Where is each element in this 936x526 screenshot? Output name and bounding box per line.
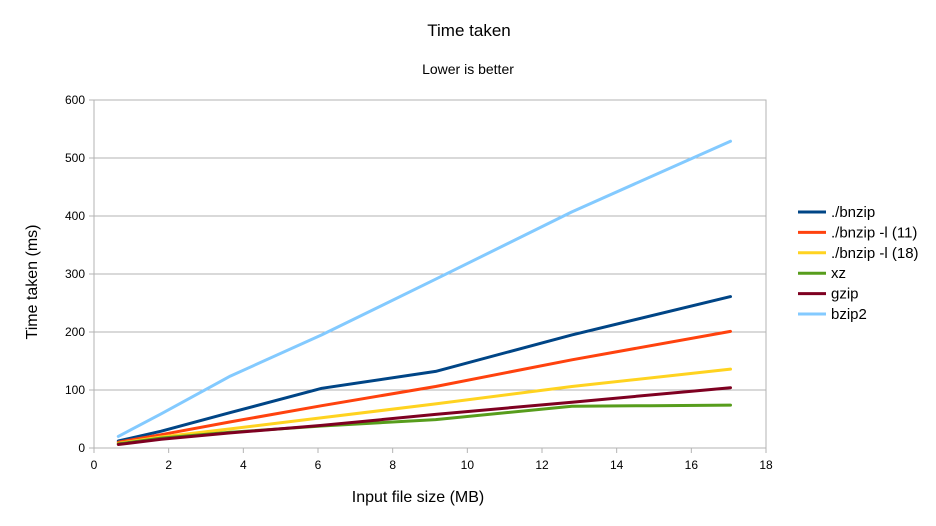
legend-label-5: bzip2 <box>831 306 867 323</box>
y-tick-label: 400 <box>65 209 85 223</box>
x-tick-label: 4 <box>240 458 247 472</box>
series-line-4 <box>116 386 732 446</box>
axis-ticks: 0 100 200 300 400 500 600 0 2 4 6 8 10 12 14 16 18 <box>65 93 773 472</box>
legend: ./bnzip ./bnzip -l (11) ./bnzip -l (18) xz g… <box>798 204 919 323</box>
x-tick-label: 8 <box>389 458 396 472</box>
y-tick-label: 0 <box>78 441 85 455</box>
x-tick-label: 18 <box>759 458 773 472</box>
chart-title: Time taken <box>427 21 510 40</box>
legend-label-4: gzip <box>831 286 859 303</box>
legend-label-3: xz <box>831 265 846 282</box>
chart-subtitle: Lower is better <box>422 61 514 77</box>
y-tick-label: 300 <box>65 267 85 281</box>
x-tick-label: 2 <box>165 458 172 472</box>
y-tick-label: 200 <box>65 325 85 339</box>
legend-label-2: ./bnzip -l (18) <box>831 245 919 262</box>
series-line-1 <box>116 329 732 444</box>
legend-label-0: ./bnzip <box>831 204 875 221</box>
series-lines <box>116 139 732 446</box>
x-tick-label: 14 <box>610 458 624 472</box>
y-tick-label: 100 <box>65 383 85 397</box>
x-tick-label: 16 <box>685 458 699 472</box>
x-tick-label: 10 <box>461 458 475 472</box>
x-tick-label: 0 <box>91 458 98 472</box>
x-axis-label: Input file size (MB) <box>352 489 484 506</box>
series-line-0 <box>116 295 732 443</box>
y-axis-label: Time taken (ms) <box>24 225 41 340</box>
x-tick-label: 6 <box>315 458 322 472</box>
y-tick-label: 500 <box>65 151 85 165</box>
x-tick-label: 12 <box>535 458 549 472</box>
series-line-5 <box>116 139 732 438</box>
y-tick-label: 600 <box>65 93 85 107</box>
legend-label-1: ./bnzip -l (11) <box>831 224 917 241</box>
